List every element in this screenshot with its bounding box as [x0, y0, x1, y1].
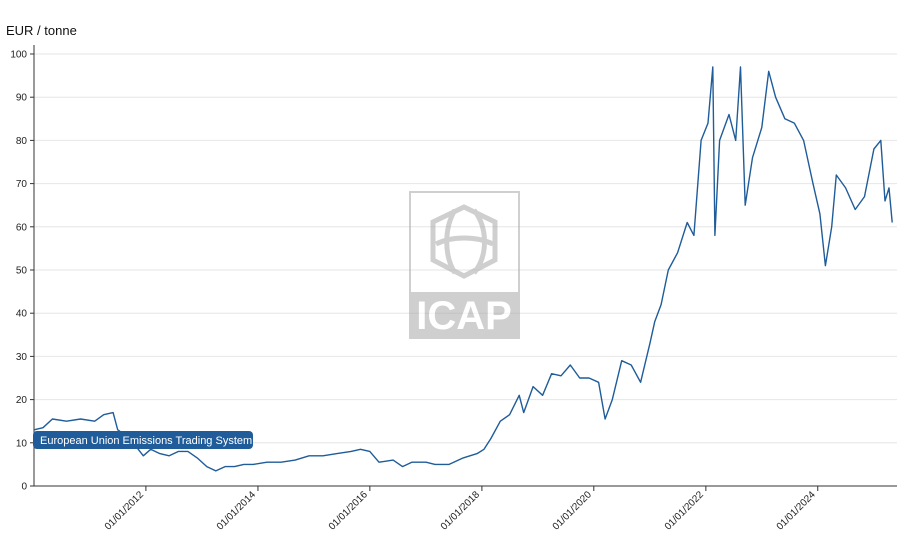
x-axis-ticks: 01/01/2012 01/01/2014 01/01/2016 01/01/2018… — [103, 486, 819, 533]
series-line-eu-ets[interactable] — [33, 66, 893, 472]
y-tick-label: 60 — [16, 222, 28, 233]
globe-icon — [430, 204, 498, 279]
x-tick-label: 01/01/2022 — [663, 489, 706, 532]
y-axis-unit-label: EUR / tonne — [6, 23, 77, 38]
y-tick-label: 40 — [16, 309, 28, 320]
y-tick-label: 10 — [16, 438, 28, 449]
series-label-badge[interactable]: European Union Emissions Trading System — [33, 431, 253, 449]
x-tick-label: 01/01/2016 — [327, 489, 370, 532]
y-tick-label: 30 — [16, 352, 28, 363]
x-tick-label: 01/01/2024 — [775, 489, 818, 532]
y-tick-label: 50 — [16, 266, 28, 277]
series-lines — [33, 66, 893, 472]
y-tick-label: 90 — [16, 93, 28, 104]
x-tick-label: 01/01/2018 — [439, 489, 482, 532]
x-tick-label: 01/01/2020 — [551, 489, 594, 532]
icap-watermark-logo: ICAP — [409, 191, 520, 339]
gridlines — [34, 53, 897, 444]
y-tick-label: 0 — [21, 482, 27, 493]
watermark-text: ICAP — [416, 294, 512, 338]
axes — [33, 45, 897, 487]
series-label: European Union Emissions Trading System — [40, 435, 252, 447]
y-tick-label: 20 — [16, 395, 28, 406]
y-tick-label: 80 — [16, 136, 28, 147]
y-tick-label: 70 — [16, 179, 28, 190]
y-axis-ticks: 0 10 20 30 40 50 60 70 80 90 100 — [10, 50, 34, 493]
x-tick-label: 01/01/2014 — [215, 489, 258, 532]
y-tick-label: 100 — [10, 50, 27, 61]
x-tick-label: 01/01/2012 — [103, 489, 146, 532]
